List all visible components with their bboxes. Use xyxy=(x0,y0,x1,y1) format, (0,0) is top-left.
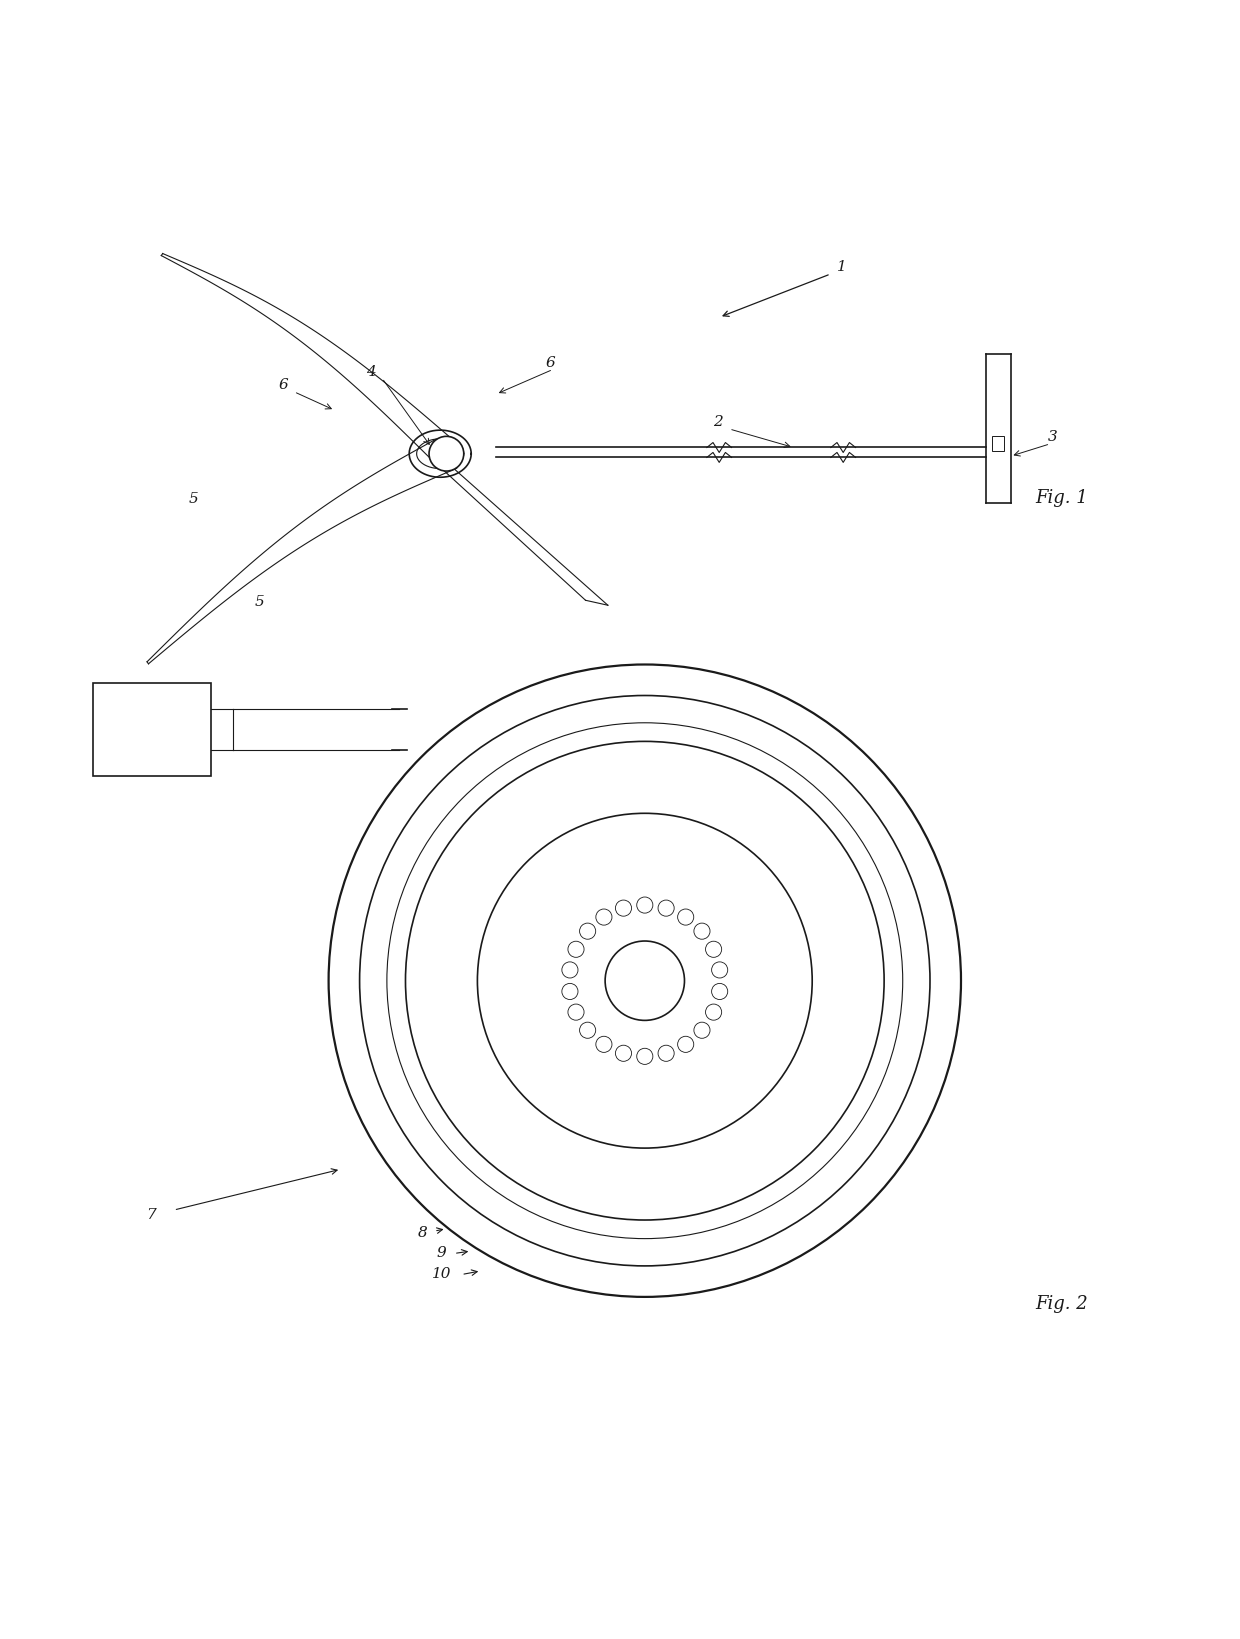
Text: 2: 2 xyxy=(713,415,723,429)
Text: 3: 3 xyxy=(1048,431,1058,444)
Circle shape xyxy=(694,1023,711,1037)
Text: 10: 10 xyxy=(432,1267,451,1282)
Circle shape xyxy=(579,1023,595,1037)
Text: 6: 6 xyxy=(546,356,556,370)
Circle shape xyxy=(329,664,961,1296)
Circle shape xyxy=(387,723,903,1239)
Text: 4: 4 xyxy=(366,364,376,379)
Circle shape xyxy=(615,1046,631,1062)
Circle shape xyxy=(694,923,711,939)
Circle shape xyxy=(562,983,578,1000)
Text: 5: 5 xyxy=(188,492,198,506)
Text: 6: 6 xyxy=(279,379,289,392)
Circle shape xyxy=(658,900,675,916)
Circle shape xyxy=(562,962,578,978)
Circle shape xyxy=(637,1049,652,1064)
Text: 12: 12 xyxy=(713,772,733,785)
Text: 9: 9 xyxy=(436,1246,446,1260)
Bar xyxy=(93,683,211,777)
Text: 1: 1 xyxy=(837,261,847,274)
Text: 7: 7 xyxy=(146,1208,156,1221)
Circle shape xyxy=(706,1005,722,1019)
Circle shape xyxy=(579,923,595,939)
Circle shape xyxy=(658,1046,675,1062)
Circle shape xyxy=(429,436,464,470)
Circle shape xyxy=(477,813,812,1147)
Circle shape xyxy=(596,910,613,924)
Circle shape xyxy=(677,1036,693,1052)
Circle shape xyxy=(712,983,728,1000)
Text: Fig. 2: Fig. 2 xyxy=(1035,1295,1089,1313)
Circle shape xyxy=(596,1036,613,1052)
Text: 8: 8 xyxy=(418,1226,428,1241)
Circle shape xyxy=(405,741,884,1219)
Text: Fig. 1: Fig. 1 xyxy=(1035,490,1089,508)
Circle shape xyxy=(677,910,693,924)
Text: 13: 13 xyxy=(143,723,161,736)
Circle shape xyxy=(615,900,631,916)
Text: 5: 5 xyxy=(254,595,264,610)
Circle shape xyxy=(605,941,684,1021)
Circle shape xyxy=(706,941,722,957)
Circle shape xyxy=(360,695,930,1265)
Circle shape xyxy=(712,962,728,978)
Text: 11: 11 xyxy=(558,895,578,910)
Circle shape xyxy=(637,897,652,913)
Bar xyxy=(992,436,1004,451)
Circle shape xyxy=(568,1005,584,1019)
Circle shape xyxy=(568,941,584,957)
